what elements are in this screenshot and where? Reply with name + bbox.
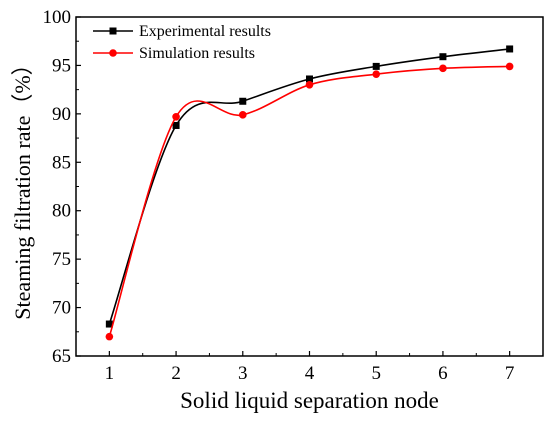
data-point-experimental xyxy=(506,45,514,53)
y-tick-label: 75 xyxy=(52,249,71,270)
x-axis-title: Solid liquid separation node xyxy=(180,388,439,413)
legend-label-experimental: Experimental results xyxy=(139,23,271,40)
y-tick-label: 85 xyxy=(52,152,71,173)
plot-area xyxy=(105,45,514,341)
data-point-simulation xyxy=(305,81,314,89)
y-tick-label: 80 xyxy=(52,201,71,222)
data-point-experimental xyxy=(105,320,113,328)
y-tick-label: 95 xyxy=(52,55,71,76)
x-tick-label: 2 xyxy=(171,363,181,384)
data-point-experimental xyxy=(439,53,447,61)
legend-marker-simulation xyxy=(109,49,117,57)
x-tick-label: 4 xyxy=(305,363,315,384)
x-tick-label: 1 xyxy=(105,363,115,384)
data-point-simulation xyxy=(505,62,514,71)
x-tick-label: 3 xyxy=(238,363,248,384)
data-point-experimental xyxy=(239,97,247,105)
y-tick-label: 100 xyxy=(43,7,72,28)
x-tick-label: 5 xyxy=(371,363,381,384)
legend-marker-experimental xyxy=(109,27,117,35)
y-tick-label: 70 xyxy=(52,298,71,319)
data-point-simulation xyxy=(172,112,180,121)
data-point-experimental xyxy=(172,121,180,129)
x-tick-label: 6 xyxy=(438,363,448,384)
data-point-experimental xyxy=(306,75,313,83)
series-line-simulation xyxy=(108,65,510,337)
y-tick-label: 65 xyxy=(52,346,71,367)
legend-label-simulation: Simulation results xyxy=(139,45,255,62)
data-point-simulation xyxy=(439,64,447,73)
x-tick-label: 7 xyxy=(505,363,515,384)
series-line-experimental xyxy=(108,48,510,325)
legend: Experimental results Simulation results xyxy=(93,23,271,62)
data-point-simulation xyxy=(105,332,114,341)
data-point-simulation xyxy=(372,70,381,78)
data-point-experimental xyxy=(372,62,380,70)
axes: 1 2 3 4 5 6 7 65 70 75 80 85 90 95 100 xyxy=(43,7,544,384)
y-axis-title: Steaming filtration rate（%） xyxy=(10,53,35,319)
data-point-simulation xyxy=(238,111,247,119)
y-tick-label: 90 xyxy=(52,104,71,125)
